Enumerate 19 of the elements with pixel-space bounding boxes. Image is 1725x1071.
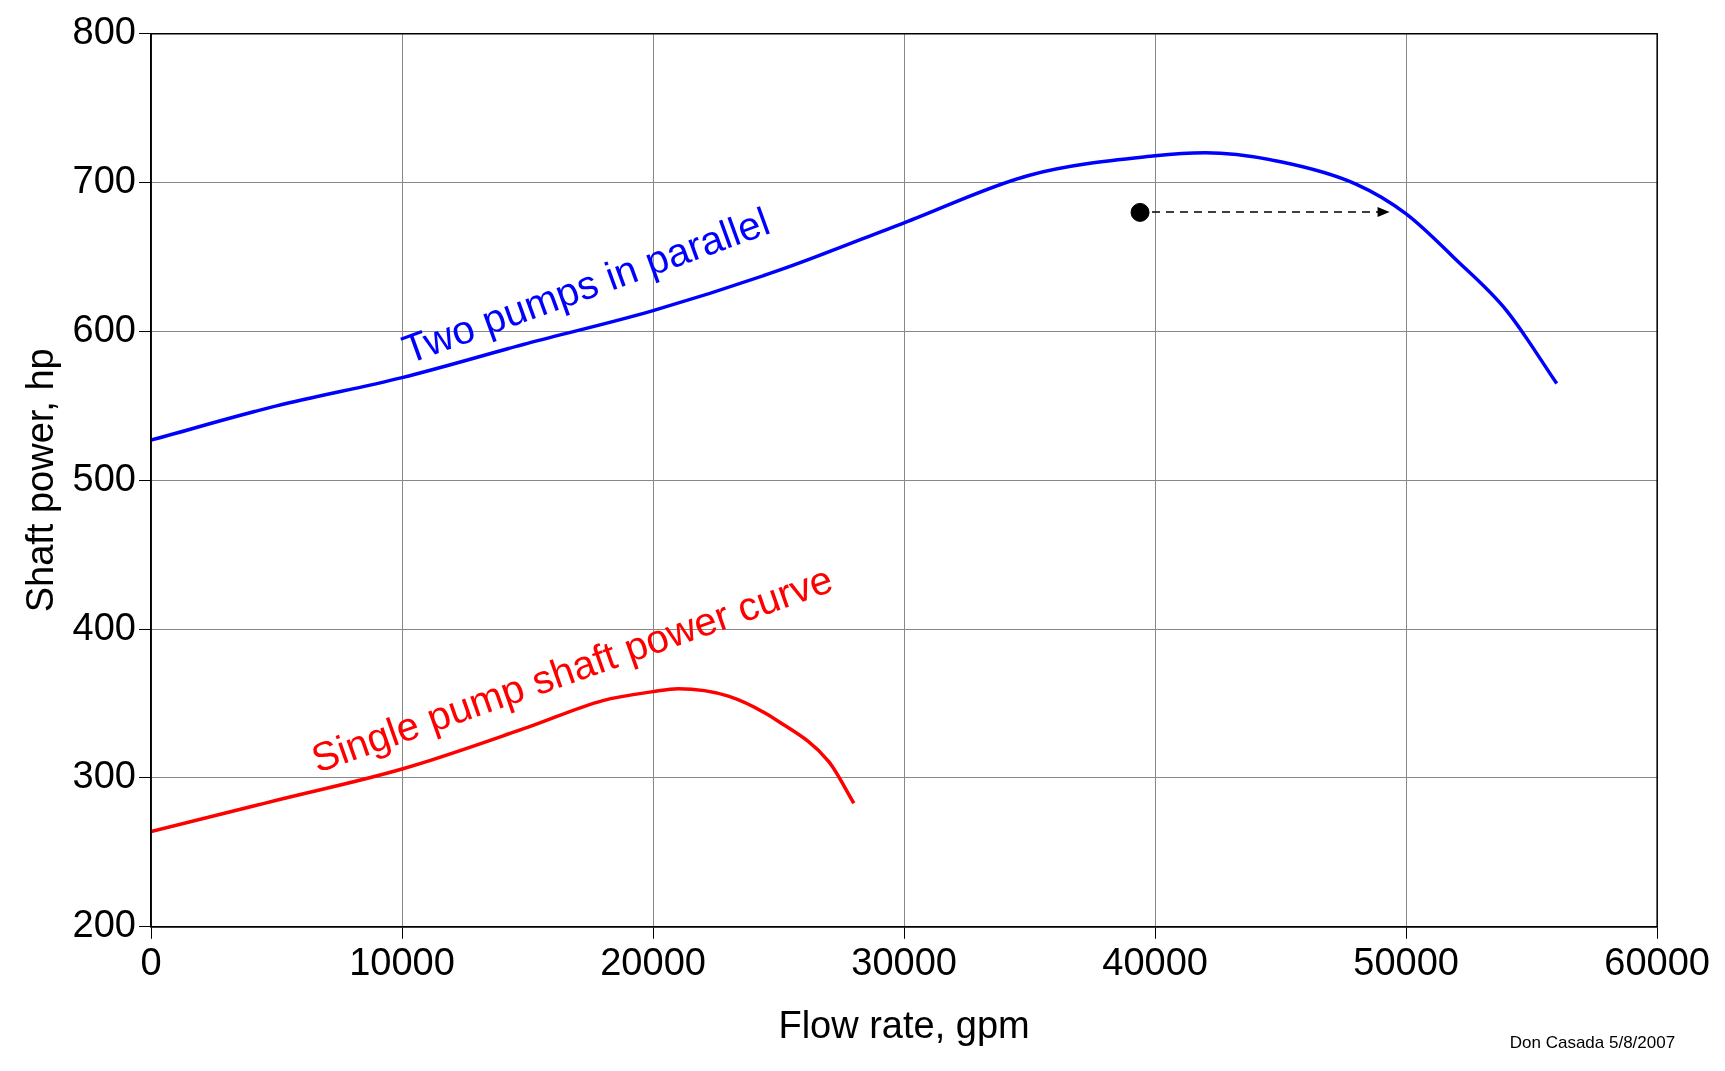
text: Single pump shaft power curve <box>305 556 838 781</box>
y-tick-label: 200 <box>72 903 136 946</box>
x-axis-title: Flow rate, gpm <box>778 1003 1030 1046</box>
y-axis-title: Shaft power, hp <box>19 348 62 613</box>
y-tick-label: 400 <box>72 605 136 648</box>
y-tick-label: 500 <box>72 456 136 499</box>
x-tick-label: 50000 <box>1353 941 1459 984</box>
x-tick-label: 40000 <box>1102 941 1208 984</box>
y-tick-label: 800 <box>72 10 136 53</box>
x-tick-label: 60000 <box>1604 941 1710 984</box>
x-tick-label: 10000 <box>349 941 455 984</box>
x-tick-label: 0 <box>140 941 162 984</box>
text: Don Casada 5/8/2007 <box>1509 1032 1676 1052</box>
x-tick-label: 20000 <box>600 941 706 984</box>
x-tick-label: 30000 <box>851 941 957 984</box>
y-tick-label: 700 <box>72 159 136 202</box>
line-series <box>151 151 1559 442</box>
y-tick-label: 300 <box>72 754 136 797</box>
y-tick-label: 600 <box>72 307 136 350</box>
